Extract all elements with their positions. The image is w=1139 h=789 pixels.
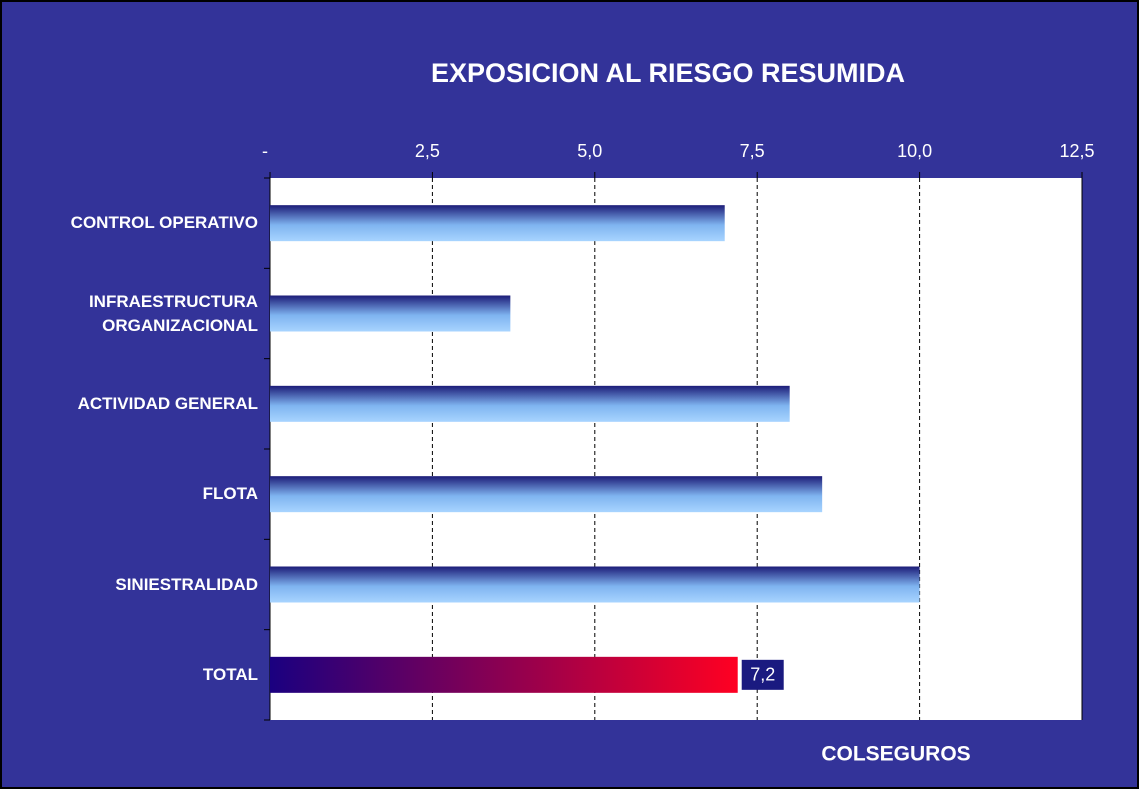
bar <box>270 566 920 603</box>
x-tick-label: 12,5 <box>1059 141 1094 161</box>
bar <box>270 656 738 693</box>
chart-title: EXPOSICION AL RIESGO RESUMIDA <box>431 58 905 88</box>
data-label-box <box>741 659 784 690</box>
x-tick-label: 10,0 <box>897 141 932 161</box>
plot-area <box>270 178 1082 720</box>
y-tick-label: ACTIVIDAD GENERAL <box>77 393 258 413</box>
y-tick-label: SINIESTRALIDAD <box>115 574 258 594</box>
y-tick-label: CONTROL OPERATIVO <box>70 213 258 233</box>
x-tick-label: 5,0 <box>577 141 602 161</box>
y-tick-label: FLOTA <box>202 484 258 504</box>
bar <box>270 205 725 242</box>
bar <box>270 385 790 422</box>
x-tick-label: 7,5 <box>740 141 765 161</box>
y-tick-label: TOTAL <box>202 664 258 684</box>
x-tick-label: 2,5 <box>415 141 440 161</box>
bar <box>270 295 511 332</box>
y-tick-label: INFRAESTRUCTURA ORGANIZACIONAL <box>88 291 258 335</box>
x-tick-label: - <box>262 141 268 161</box>
bar <box>270 476 823 513</box>
annotation: COLSEGUROS <box>821 743 970 766</box>
data-label: 7,2 <box>750 665 775 685</box>
